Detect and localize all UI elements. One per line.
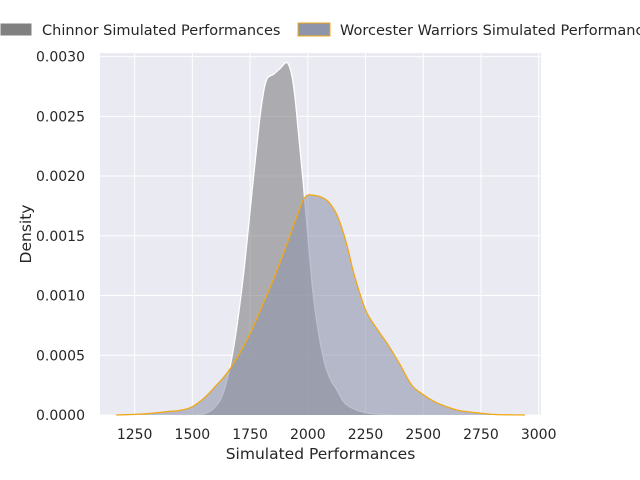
x-axis-label: Simulated Performances xyxy=(226,445,416,463)
worcester-density-area xyxy=(116,194,525,415)
legend-swatch-chinnor xyxy=(0,22,33,37)
y-tick-label: 0.0020 xyxy=(36,169,85,185)
x-tick-label: 1750 xyxy=(232,427,268,443)
y-tick-label: 0.0015 xyxy=(36,229,85,245)
x-tick-label: 2500 xyxy=(405,427,441,443)
x-tick-label: 2250 xyxy=(348,427,384,443)
y-tick-label: 0.0000 xyxy=(36,408,85,424)
x-tick-label: 1250 xyxy=(117,427,153,443)
x-tick-label: 2000 xyxy=(290,427,326,443)
density-curves xyxy=(116,61,525,416)
tick-labels: 1250 1500 1750 2000 2250 2500 2750 3000 0.0000 0.… xyxy=(36,50,557,443)
x-tick-label: 3000 xyxy=(521,427,557,443)
legend-label-chinnor: Chinnor Simulated Performances xyxy=(42,23,281,39)
y-tick-label: 0.0010 xyxy=(36,289,85,305)
y-axis-label: Density xyxy=(17,205,35,264)
x-tick-label: 1500 xyxy=(175,427,211,443)
y-tick-label: 0.0030 xyxy=(36,50,85,66)
legend-label-worcester: Worcester Warriors Simulated Performance… xyxy=(340,23,640,39)
y-tick-label: 0.0025 xyxy=(36,109,85,125)
y-tick-label: 0.0005 xyxy=(36,348,85,364)
legend: Chinnor Simulated Performances Worcester… xyxy=(0,22,640,39)
worcester-density-line xyxy=(116,194,525,416)
legend-swatch-worcester xyxy=(297,22,331,37)
x-tick-label: 2750 xyxy=(463,427,499,443)
